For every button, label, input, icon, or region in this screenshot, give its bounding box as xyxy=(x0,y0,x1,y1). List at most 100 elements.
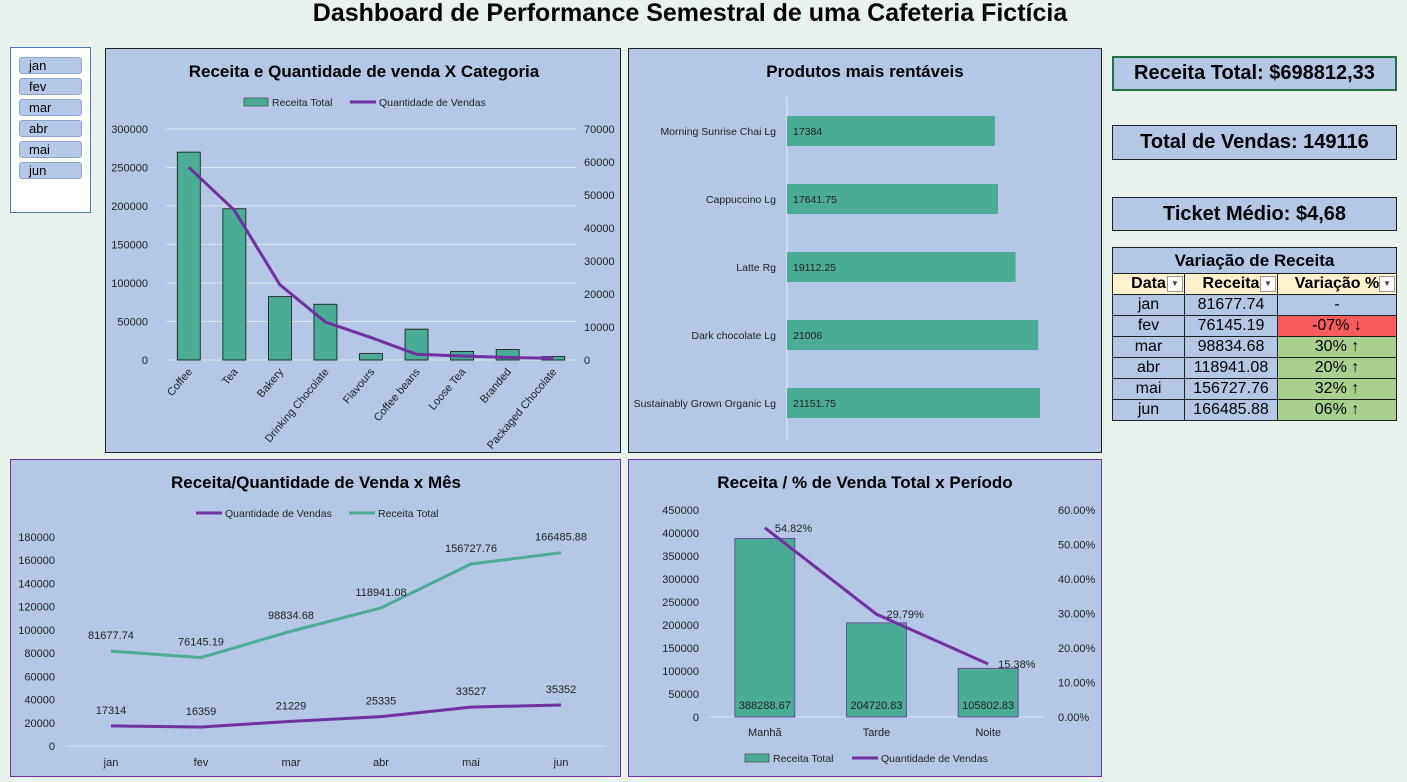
cell-receita: 76145.19 xyxy=(1184,315,1278,337)
cell-receita: 98834.68 xyxy=(1184,336,1278,358)
data-label: 204720.83 xyxy=(851,700,903,712)
monthly-chart: Receita/Quantidade de Venda x Mês Quantid… xyxy=(18,473,606,769)
y-tick-label: 140000 xyxy=(18,578,55,590)
y2-tick-label: 40000 xyxy=(584,223,615,235)
bar xyxy=(787,184,999,214)
cell-data: mar xyxy=(1112,336,1185,358)
chart-title: Receita/Quantidade de Venda x Mês xyxy=(171,473,461,492)
y-tick-label: 20000 xyxy=(24,718,55,730)
chart-title: Receita / % de Venda Total x Período xyxy=(717,473,1012,492)
slicer-item-fev[interactable]: fev xyxy=(19,78,82,95)
y2-tick-label: 50000 xyxy=(584,190,615,202)
data-label: 156727.76 xyxy=(445,543,497,555)
cell-variacao: 06% ↑ xyxy=(1277,399,1397,421)
legend-label: Receita Total xyxy=(272,97,333,109)
y-tick-label: Latte Rg xyxy=(736,262,776,274)
bar xyxy=(787,116,995,146)
data-label: 54.82% xyxy=(775,523,813,535)
bar xyxy=(787,320,1039,350)
data-label: 81677.74 xyxy=(88,630,134,642)
kpi-receita-total[interactable]: Receita Total: $698812,33 xyxy=(1112,56,1397,91)
data-label: 15.38% xyxy=(998,659,1036,671)
dashboard-title: Dashboard de Performance Semestral de um… xyxy=(312,0,1068,27)
slicer-item-jan[interactable]: jan xyxy=(19,57,82,74)
bar xyxy=(957,667,1019,718)
table-row: mar 98834.68 30% ↑ xyxy=(1112,336,1397,358)
y-tick-label: Dark chocolate Lg xyxy=(691,330,776,342)
category-chart-panel[interactable]: Receita e Quantidade de venda X Categori… xyxy=(105,48,621,453)
top-products-chart: Produtos mais rentáveis Morning Sunrise C… xyxy=(634,62,1040,441)
cell-data: mai xyxy=(1112,378,1185,400)
x-tick-label: fev xyxy=(194,757,209,769)
bar xyxy=(267,296,292,361)
filter-dropdown-icon[interactable]: ▼ xyxy=(1167,276,1183,292)
header-variacao: Variação % ▼ xyxy=(1277,273,1397,295)
filter-dropdown-icon[interactable]: ▼ xyxy=(1260,276,1276,292)
data-label: 29.79% xyxy=(887,609,925,621)
y2-tick-label: 40.00% xyxy=(1058,574,1096,586)
y-tick-label: 160000 xyxy=(18,555,55,567)
slicer-item-jun[interactable]: jun xyxy=(19,162,82,179)
y-tick-label: 180000 xyxy=(18,532,55,544)
x-tick-label: mar xyxy=(282,757,301,769)
data-label: 76145.19 xyxy=(178,637,224,649)
series-line xyxy=(187,166,554,360)
bar xyxy=(359,353,383,361)
y-tick-label: 100000 xyxy=(662,666,699,678)
y-tick-label: 0 xyxy=(49,741,55,753)
kpi-total-vendas: Total de Vendas: 149116 xyxy=(1112,125,1397,160)
x-tick-label: Tea xyxy=(220,366,241,388)
bar xyxy=(846,622,907,718)
y-tick-label: 60000 xyxy=(24,671,55,683)
bar xyxy=(787,388,1040,418)
legend-label: Receita Total xyxy=(773,753,834,765)
x-tick-label: Loose Tea xyxy=(427,366,469,413)
bar xyxy=(495,349,520,361)
slicer-item-mar[interactable]: mar xyxy=(19,99,82,116)
data-label: 33527 xyxy=(456,686,487,698)
x-tick-label: Flavours xyxy=(341,366,378,406)
y2-tick-label: 0.00% xyxy=(1058,712,1089,724)
chart-title: Produtos mais rentáveis xyxy=(766,62,963,81)
data-label: 21229 xyxy=(276,700,307,712)
cell-receita: 156727.76 xyxy=(1184,378,1278,400)
data-label: 25335 xyxy=(366,696,397,708)
cell-receita: 81677.74 xyxy=(1184,294,1278,316)
x-tick-label: Coffee xyxy=(165,366,195,398)
cell-variacao: 32% ↑ xyxy=(1277,378,1397,400)
top-products-chart-panel[interactable]: Produtos mais rentáveis Morning Sunrise C… xyxy=(628,48,1102,453)
data-label: 21151.75 xyxy=(793,398,836,410)
period-chart-panel[interactable]: Receita / % de Venda Total x Período 0 500… xyxy=(628,459,1102,777)
x-tick-label: jan xyxy=(103,757,119,769)
series-line xyxy=(110,703,562,729)
bar xyxy=(787,252,1016,282)
bar xyxy=(313,303,338,361)
bar xyxy=(734,537,796,718)
y-tick-label: 250000 xyxy=(662,597,699,609)
y-tick-label: 40000 xyxy=(24,695,55,707)
x-tick-label: Noite xyxy=(975,727,1001,739)
y-tick-label: 120000 xyxy=(18,602,55,614)
cell-data: fev xyxy=(1112,315,1185,337)
slicer-item-abr[interactable]: abr xyxy=(19,120,82,137)
data-label: 118941.08 xyxy=(355,587,406,599)
filter-dropdown-icon[interactable]: ▼ xyxy=(1379,276,1395,292)
data-label: 35352 xyxy=(546,684,577,696)
cell-variacao: 20% ↑ xyxy=(1277,357,1397,379)
table-row: fev 76145.19 -07% ↓ xyxy=(1112,315,1397,337)
y-tick-label: 200000 xyxy=(111,201,148,213)
slicer-item-mai[interactable]: mai xyxy=(19,141,82,158)
x-tick-label: Bakery xyxy=(255,366,287,400)
kpi-ticket-medio: Ticket Médio: $4,68 xyxy=(1112,197,1397,231)
monthly-chart-panel[interactable]: Receita/Quantidade de Venda x Mês Quantid… xyxy=(10,459,621,777)
table-row: abr 118941.08 20% ↑ xyxy=(1112,357,1397,379)
x-tick-label: abr xyxy=(373,757,389,769)
data-label: 21006 xyxy=(793,330,822,342)
x-tick-label: Tarde xyxy=(863,727,891,739)
cell-variacao: -07% ↓ xyxy=(1277,315,1397,337)
y-tick-label: Morning Sunrise Chai Lg xyxy=(660,126,776,138)
legend-label: Quantidade de Vendas xyxy=(225,508,332,520)
y-tick-label: 100000 xyxy=(18,625,55,637)
y-tick-label: 0 xyxy=(693,712,699,724)
y2-tick-label: 60.00% xyxy=(1058,505,1096,517)
